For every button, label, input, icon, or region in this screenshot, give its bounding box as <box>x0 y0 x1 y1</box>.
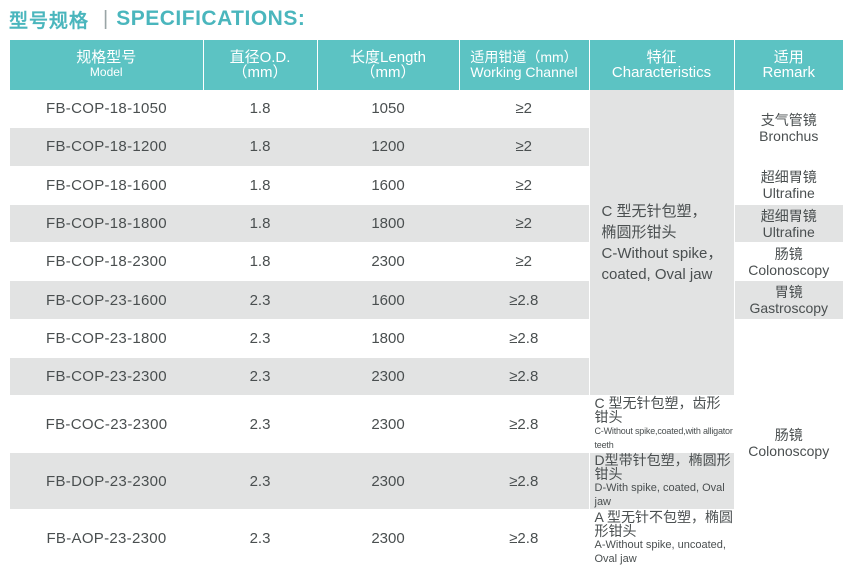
channel-cell: ≥2 <box>459 242 589 282</box>
diameter-cell: 1.8 <box>203 90 317 129</box>
model-cell: FB-DOP-23-2300 <box>10 452 203 511</box>
channel-cell: ≥2.8 <box>459 452 589 511</box>
table-row: FB-COP-18-1800 1.8 1800 ≥2 超细胃镜 Ultrafine <box>10 204 843 244</box>
page-heading: 型号规格 | SPECIFICATIONS: <box>9 4 305 34</box>
channel-cell: ≥2.8 <box>459 280 589 320</box>
channel-cell: ≥2.8 <box>459 319 589 359</box>
remark-cell-bronchus: 支气管镜 Bronchus <box>734 90 843 167</box>
length-cell: 2300 <box>317 452 459 511</box>
model-cell: FB-COP-23-1600 <box>10 280 203 320</box>
diameter-cell: 2.3 <box>203 509 317 567</box>
remark-cell-colonoscopy: 肠镜 Colonoscopy <box>734 319 843 567</box>
diameter-cell: 2.3 <box>203 280 317 320</box>
column-header-working-channel: 适用钳道（mm） Working Channel <box>459 40 590 90</box>
channel-cell: ≥2 <box>459 127 589 167</box>
column-header-diameter: 直径O.D. （mm） <box>203 40 318 90</box>
table-row: FB-COP-23-2300 2.3 2300 ≥2.8 <box>10 357 843 397</box>
diameter-cell: 2.3 <box>203 452 317 511</box>
table-row: FB-COP-18-1200 1.8 1200 ≥2 <box>10 127 843 167</box>
heading-en: SPECIFICATIONS: <box>116 7 306 30</box>
table-row: FB-COP-23-1600 2.3 1600 ≥2.8 胃镜 Gastrosco… <box>10 280 843 320</box>
diameter-cell: 1.8 <box>203 242 317 282</box>
diameter-cell: 2.3 <box>203 357 317 397</box>
model-cell: FB-COP-23-1800 <box>10 319 203 359</box>
column-header-length: 长度Length （mm） <box>317 40 460 90</box>
model-cell: FB-COC-23-2300 <box>10 395 203 454</box>
length-cell: 1600 <box>317 166 459 205</box>
remark-cell-ultrafine: 超细胃镜 Ultrafine <box>734 204 843 244</box>
model-cell: FB-COP-18-1600 <box>10 166 203 205</box>
table-row: FB-DOP-23-2300 2.3 2300 ≥2.8 D型带针包塑，椭圆形钳… <box>10 452 843 511</box>
column-header-characteristics: 特征 Characteristics <box>589 40 735 90</box>
specifications-table: 规格型号 Model 直径O.D. （mm） 长度Length （mm） 适用钳道（m… <box>10 40 843 567</box>
length-cell: 2300 <box>317 357 459 397</box>
characteristics-cell-aop: A 型无针不包塑，椭圆形钳头 A-Without spike, uncoated… <box>588 509 735 567</box>
heading-separator: | <box>103 7 109 30</box>
length-cell: 1200 <box>317 127 459 167</box>
model-cell: FB-COP-18-1050 <box>10 90 203 129</box>
channel-cell: ≥2 <box>459 90 589 129</box>
model-cell: FB-COP-18-1800 <box>10 204 203 244</box>
channel-cell: ≥2 <box>459 204 589 244</box>
remark-cell-ultrafine: 超细胃镜 Ultrafine <box>734 166 843 205</box>
table-row: FB-COP-18-1050 1.8 1050 ≥2 C 型无针包塑， 椭圆形钳… <box>10 90 843 397</box>
column-header-model: 规格型号 Model <box>10 40 204 90</box>
table-header-row: 规格型号 Model 直径O.D. （mm） 长度Length （mm） 适用钳道（m… <box>10 40 843 90</box>
model-cell: FB-COP-18-2300 <box>10 242 203 282</box>
length-cell: 2300 <box>317 509 459 567</box>
model-cell: FB-COP-18-1200 <box>10 127 203 167</box>
length-cell: 1050 <box>317 90 459 129</box>
length-cell: 1800 <box>317 204 459 244</box>
length-cell: 2300 <box>317 242 459 282</box>
length-cell: 1600 <box>317 280 459 320</box>
table-row: FB-AOP-23-2300 2.3 2300 ≥2.8 A 型无针不包塑，椭圆… <box>10 509 843 567</box>
characteristics-cell-c-type: C 型无针包塑， 椭圆形钳头 C-Without spike， coated, … <box>588 90 735 397</box>
characteristics-cell-dop: D型带针包塑，椭圆形钳头 D-With spike, coated, Oval … <box>588 452 735 511</box>
column-header-remark: 适用 Remark <box>734 40 843 90</box>
channel-cell: ≥2.8 <box>459 395 589 454</box>
remark-cell-colonoscopy: 肠镜 Colonoscopy <box>734 242 843 282</box>
characteristics-cell-coc: C 型无针包塑，齿形钳头 C-Without spike,coated,with… <box>588 395 735 454</box>
model-cell: FB-COP-23-2300 <box>10 357 203 397</box>
diameter-cell: 2.3 <box>203 319 317 359</box>
diameter-cell: 1.8 <box>203 166 317 205</box>
channel-cell: ≥2.8 <box>459 357 589 397</box>
channel-cell: ≥2 <box>459 166 589 205</box>
table-row: FB-COP-18-1600 1.8 1600 ≥2 超细胃镜 Ultrafine <box>10 166 843 205</box>
remark-cell-gastroscopy: 胃镜 Gastroscopy <box>734 280 843 320</box>
table-row: FB-COC-23-2300 2.3 2300 ≥2.8 C 型无针包塑，齿形钳… <box>10 395 843 454</box>
diameter-cell: 2.3 <box>203 395 317 454</box>
channel-cell: ≥2.8 <box>459 509 589 567</box>
length-cell: 1800 <box>317 319 459 359</box>
model-cell: FB-AOP-23-2300 <box>10 509 203 567</box>
length-cell: 2300 <box>317 395 459 454</box>
diameter-cell: 1.8 <box>203 127 317 167</box>
table-row: FB-COP-18-2300 1.8 2300 ≥2 肠镜 Colonoscopy <box>10 242 843 282</box>
heading-cn: 型号规格 <box>9 9 90 32</box>
diameter-cell: 1.8 <box>203 204 317 244</box>
